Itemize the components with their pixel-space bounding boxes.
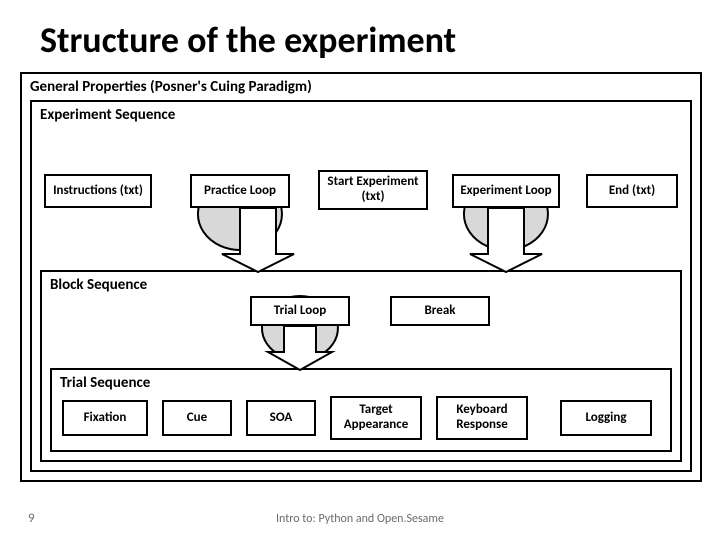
node-target: Target Appearance — [330, 396, 422, 440]
node-cue: Cue — [162, 400, 232, 436]
node-logging: Logging — [560, 400, 652, 436]
node-keyboard: Keyboard Response — [436, 396, 528, 440]
node-experiment-loop: Experiment Loop — [452, 174, 560, 208]
node-trial-loop: Trial Loop — [250, 296, 350, 326]
node-fixation: Fixation — [62, 400, 148, 436]
node-instructions: Instructions (txt) — [44, 174, 152, 208]
arrows-layer — [0, 0, 720, 540]
node-practice-loop: Practice Loop — [190, 174, 290, 208]
node-soa: SOA — [246, 400, 316, 436]
node-start-experiment: Start Experiment (txt) — [318, 170, 428, 210]
node-end: End (txt) — [586, 174, 678, 208]
node-break: Break — [390, 296, 490, 326]
